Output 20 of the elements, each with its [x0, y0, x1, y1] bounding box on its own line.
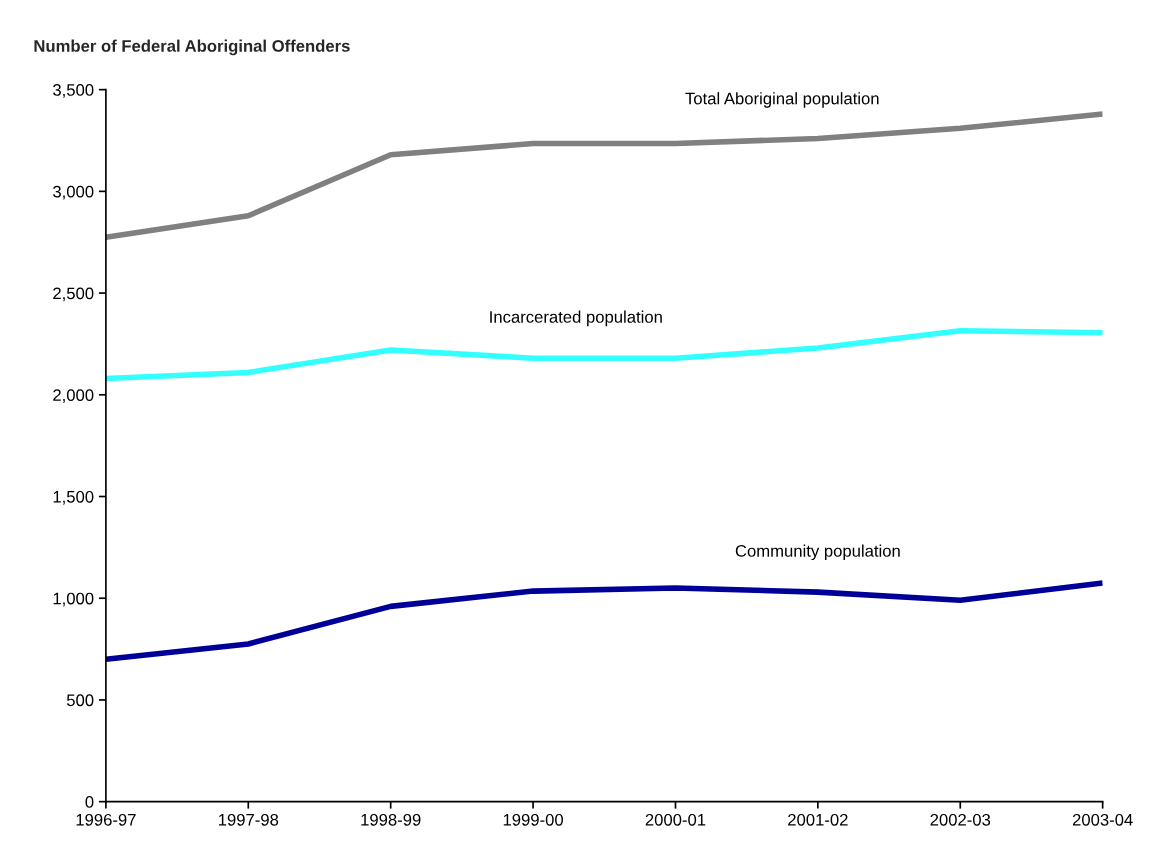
x-tick-label: 1996-97 [76, 813, 136, 826]
x-tick-label: 1999-00 [503, 813, 564, 826]
x-tick-label: 1998-99 [361, 813, 421, 826]
x-tick-label: 1997-98 [218, 813, 279, 826]
series-label: Incarcerated population [490, 310, 662, 327]
y-tick-label: 2,500 [53, 287, 94, 302]
chart-title: Number of Federal Aboriginal Offenders [34, 39, 350, 56]
x-tick-label: 2002-03 [930, 813, 991, 826]
series-label: Community population [735, 544, 900, 561]
x-tick-label: 2003-04 [1072, 813, 1133, 826]
x-tick-label: 2000-01 [645, 813, 706, 826]
series-label: Total Aboriginal population [685, 92, 879, 108]
y-tick-label: 1,500 [53, 490, 94, 505]
y-tick-label: 2,000 [53, 389, 94, 403]
y-tick-label: 3,500 [53, 84, 94, 98]
x-tick-label: 2001-02 [788, 813, 848, 826]
y-tick-label: 0 [85, 796, 94, 808]
y-tick-label: 500 [66, 694, 94, 707]
y-tick-label: 1,000 [53, 592, 94, 607]
y-tick-label: 3,000 [53, 185, 94, 200]
